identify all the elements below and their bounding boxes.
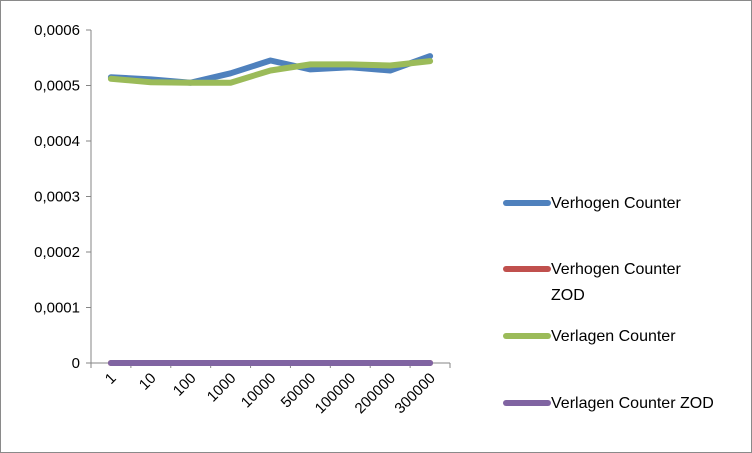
y-tick-label: 0: [72, 355, 80, 372]
x-tick-label: 1000: [204, 370, 240, 406]
legend-label-3: Verlagen Counter: [551, 328, 676, 345]
x-tick-label: 10: [136, 370, 160, 394]
legend-label-2: Verhogen Counter: [551, 261, 682, 278]
x-tick-label: 1: [102, 370, 120, 388]
y-tick-label: 0,0004: [34, 133, 80, 150]
y-tick-label: 0,0006: [34, 22, 80, 39]
legend-label-1: Verhogen Counter: [551, 195, 682, 212]
legend-label-2: ZOD: [551, 287, 585, 304]
y-tick-labels: 0 0,0001 0,0002 0,0003 0,0004 0,0005 0,0006: [34, 22, 80, 372]
series-line-3: [107, 58, 434, 86]
legend: Verhogen Counter Verhogen Counter ZOD Verla…: [503, 195, 714, 412]
y-tick-label: 0,0001: [34, 300, 80, 317]
y-tick-label: 0,0002: [34, 244, 80, 261]
series-lines: [107, 53, 434, 366]
y-tick-label: 0,0003: [34, 189, 80, 206]
x-tick-label: 100: [170, 370, 200, 400]
x-tick-label: 100000: [312, 370, 359, 417]
x-tick-label: 300000: [391, 370, 438, 417]
x-tick-label: 10000: [238, 370, 280, 412]
x-tick-label: 200000: [352, 370, 399, 417]
y-tick-label: 0,0005: [34, 78, 80, 95]
legend-label-4: Verlagen Counter ZOD: [551, 395, 714, 412]
